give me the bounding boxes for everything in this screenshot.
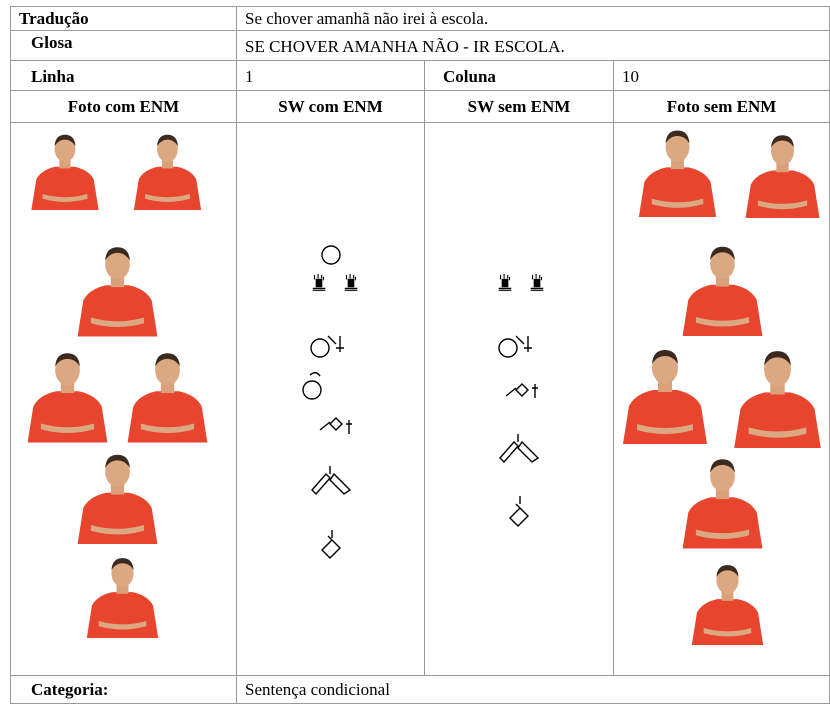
header-cell: Foto com ENM bbox=[10, 91, 237, 123]
sw-cell bbox=[237, 123, 425, 676]
photos-with-nmf bbox=[27, 134, 208, 638]
signwriting-without-nmf bbox=[497, 272, 545, 527]
label-cell: Glosa bbox=[10, 31, 237, 61]
value-cell: 1 bbox=[237, 61, 425, 91]
header-cell: SW com ENM bbox=[237, 91, 425, 123]
sw-cell bbox=[425, 123, 614, 676]
photo-cell bbox=[10, 123, 237, 676]
label-cell: Coluna bbox=[425, 61, 614, 91]
label-cell: Linha bbox=[10, 61, 237, 91]
label-cell: Tradução bbox=[10, 6, 237, 31]
header-cell: SW sem ENM bbox=[425, 91, 614, 123]
signwriting-with-nmf bbox=[302, 245, 359, 559]
photos-without-nmf bbox=[623, 130, 821, 645]
